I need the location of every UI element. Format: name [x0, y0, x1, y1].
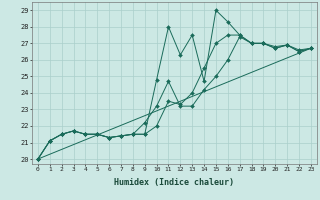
X-axis label: Humidex (Indice chaleur): Humidex (Indice chaleur)	[115, 178, 234, 187]
